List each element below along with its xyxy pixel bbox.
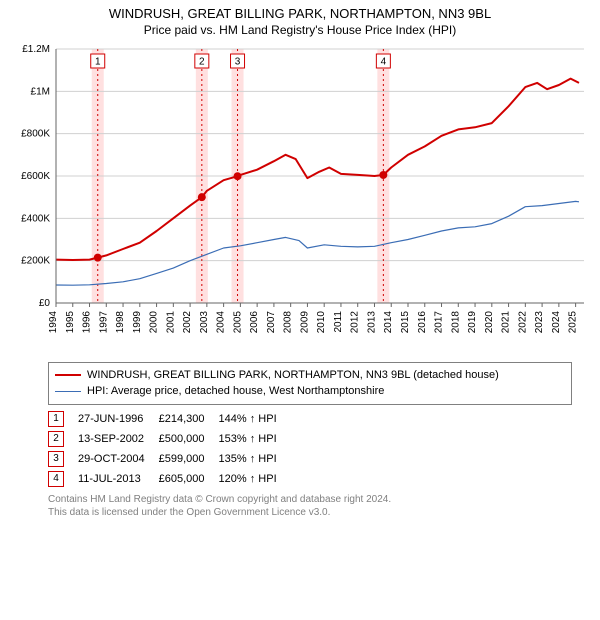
svg-text:1996: 1996 — [82, 310, 93, 333]
svg-text:2008: 2008 — [283, 310, 294, 333]
svg-text:2006: 2006 — [249, 310, 260, 333]
svg-text:4: 4 — [381, 56, 387, 67]
svg-text:1994: 1994 — [48, 310, 59, 333]
sale-badge: 3 — [48, 451, 64, 467]
sale-date: 13-SEP-2002 — [78, 429, 159, 449]
svg-text:1999: 1999 — [132, 310, 143, 333]
svg-text:2010: 2010 — [316, 310, 327, 333]
sale-date: 11-JUL-2013 — [78, 469, 159, 489]
svg-text:2011: 2011 — [333, 310, 344, 332]
svg-text:2022: 2022 — [517, 310, 528, 333]
svg-text:2024: 2024 — [551, 310, 562, 333]
page-subtitle: Price paid vs. HM Land Registry's House … — [8, 23, 592, 37]
svg-text:£1.2M: £1.2M — [22, 44, 50, 55]
sale-badge: 2 — [48, 431, 64, 447]
price-chart: £0 £200K £400K £600K £800K £1M £1.2M 1994 1995 19… — [8, 41, 592, 356]
sale-hpi-pct: 144% ↑ HPI — [219, 409, 291, 429]
sale-hpi-pct: 135% ↑ HPI — [219, 449, 291, 469]
sale-hpi-pct: 153% ↑ HPI — [219, 429, 291, 449]
svg-text:£600K: £600K — [21, 171, 50, 182]
svg-text:1: 1 — [95, 56, 101, 67]
svg-text:2003: 2003 — [199, 310, 210, 333]
sale-hpi-pct: 120% ↑ HPI — [219, 469, 291, 489]
sale-price: £599,000 — [159, 449, 219, 469]
legend-label: WINDRUSH, GREAT BILLING PARK, NORTHAMPTO… — [87, 367, 499, 384]
footer: Contains HM Land Registry data © Crown c… — [48, 493, 572, 519]
legend-swatch — [55, 391, 81, 392]
svg-text:2000: 2000 — [149, 310, 160, 333]
svg-text:3: 3 — [235, 56, 241, 67]
legend-label: HPI: Average price, detached house, West… — [87, 383, 384, 400]
svg-text:2017: 2017 — [434, 310, 445, 333]
svg-text:£400K: £400K — [21, 213, 50, 224]
svg-text:2019: 2019 — [467, 310, 478, 333]
chart-svg: £0 £200K £400K £600K £800K £1M £1.2M 1994 1995 19… — [8, 41, 592, 351]
svg-text:£1M: £1M — [31, 86, 50, 97]
footer-line: Contains HM Land Registry data © Crown c… — [48, 493, 572, 506]
svg-text:2021: 2021 — [501, 310, 512, 333]
svg-text:2004: 2004 — [216, 310, 227, 333]
svg-text:2020: 2020 — [484, 310, 495, 333]
svg-text:2025: 2025 — [568, 310, 579, 333]
svg-text:1997: 1997 — [98, 310, 109, 333]
svg-text:2001: 2001 — [165, 310, 176, 333]
svg-text:2013: 2013 — [366, 310, 377, 333]
sale-date: 29-OCT-2004 — [78, 449, 159, 469]
svg-text:2012: 2012 — [350, 310, 361, 333]
table-row: 1 27-JUN-1996£214,300144% ↑ HPI — [48, 409, 291, 429]
legend-item-property: WINDRUSH, GREAT BILLING PARK, NORTHAMPTO… — [55, 367, 565, 384]
svg-text:2018: 2018 — [450, 310, 461, 333]
table-row: 3 29-OCT-2004£599,000135% ↑ HPI — [48, 449, 291, 469]
sale-price: £214,300 — [159, 409, 219, 429]
sale-date: 27-JUN-1996 — [78, 409, 159, 429]
svg-text:2014: 2014 — [383, 310, 394, 333]
svg-text:£800K: £800K — [21, 129, 50, 140]
svg-text:£200K: £200K — [21, 256, 50, 267]
sale-price: £605,000 — [159, 469, 219, 489]
svg-text:2007: 2007 — [266, 310, 277, 333]
legend-item-hpi: HPI: Average price, detached house, West… — [55, 383, 565, 400]
svg-text:2002: 2002 — [182, 310, 193, 333]
svg-text:2023: 2023 — [534, 310, 545, 333]
svg-text:1998: 1998 — [115, 310, 126, 333]
footer-line: This data is licensed under the Open Gov… — [48, 506, 572, 519]
legend-swatch — [55, 374, 81, 376]
svg-text:2005: 2005 — [232, 310, 243, 333]
sales-table: 1 27-JUN-1996£214,300144% ↑ HPI 2 13-SEP-20… — [48, 409, 291, 489]
legend: WINDRUSH, GREAT BILLING PARK, NORTHAMPTO… — [48, 362, 572, 405]
svg-text:2009: 2009 — [299, 310, 310, 333]
svg-text:2015: 2015 — [400, 310, 411, 333]
table-row: 2 13-SEP-2002£500,000153% ↑ HPI — [48, 429, 291, 449]
page-title: WINDRUSH, GREAT BILLING PARK, NORTHAMPTO… — [8, 6, 592, 23]
svg-text:1995: 1995 — [65, 310, 76, 333]
table-row: 4 11-JUL-2013£605,000120% ↑ HPI — [48, 469, 291, 489]
sale-badge: 1 — [48, 411, 64, 427]
svg-text:2: 2 — [199, 56, 205, 67]
sale-badge: 4 — [48, 471, 64, 487]
svg-text:£0: £0 — [39, 298, 51, 309]
svg-text:2016: 2016 — [417, 310, 428, 333]
sale-price: £500,000 — [159, 429, 219, 449]
